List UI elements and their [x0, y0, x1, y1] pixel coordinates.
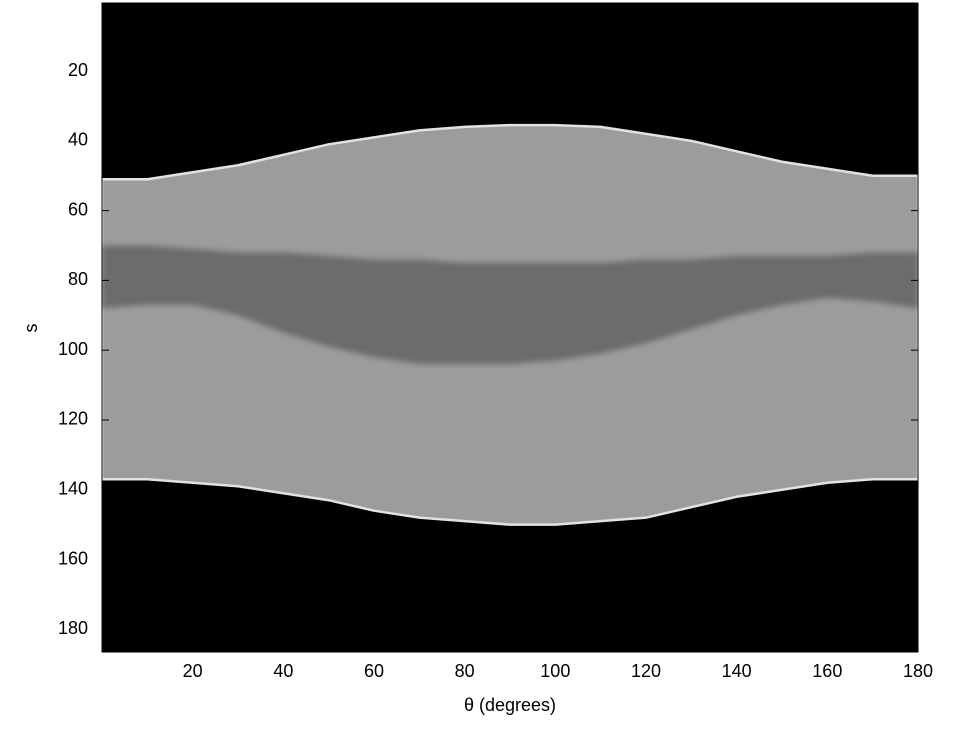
x-tick-label: 120: [631, 661, 661, 681]
y-tick-label: 140: [58, 479, 88, 499]
y-tick-label: 180: [58, 618, 88, 638]
x-axis-label: θ (degrees): [464, 695, 556, 715]
image: [102, 3, 918, 652]
x-tick-label: 140: [722, 661, 752, 681]
x-tick-label: 100: [540, 661, 570, 681]
y-tick-label: 100: [58, 339, 88, 359]
x-tick-label: 40: [273, 661, 293, 681]
x-tick-label: 160: [812, 661, 842, 681]
intensity-region: [102, 245, 918, 365]
y-axis-label: s: [21, 324, 41, 333]
y-tick-label: 40: [68, 130, 88, 150]
y-tick-label: 60: [68, 199, 88, 219]
x-tick-label: 60: [364, 661, 384, 681]
y-tick-label: 20: [68, 60, 88, 80]
y-tick-label: 120: [58, 409, 88, 429]
x-tick-label: 180: [903, 661, 933, 681]
x-tick-label: 20: [183, 661, 203, 681]
plot-frame: [101, 2, 919, 653]
y-tick-label: 160: [58, 548, 88, 568]
y-tick-label: 80: [68, 269, 88, 289]
x-tick-label: 80: [455, 661, 475, 681]
